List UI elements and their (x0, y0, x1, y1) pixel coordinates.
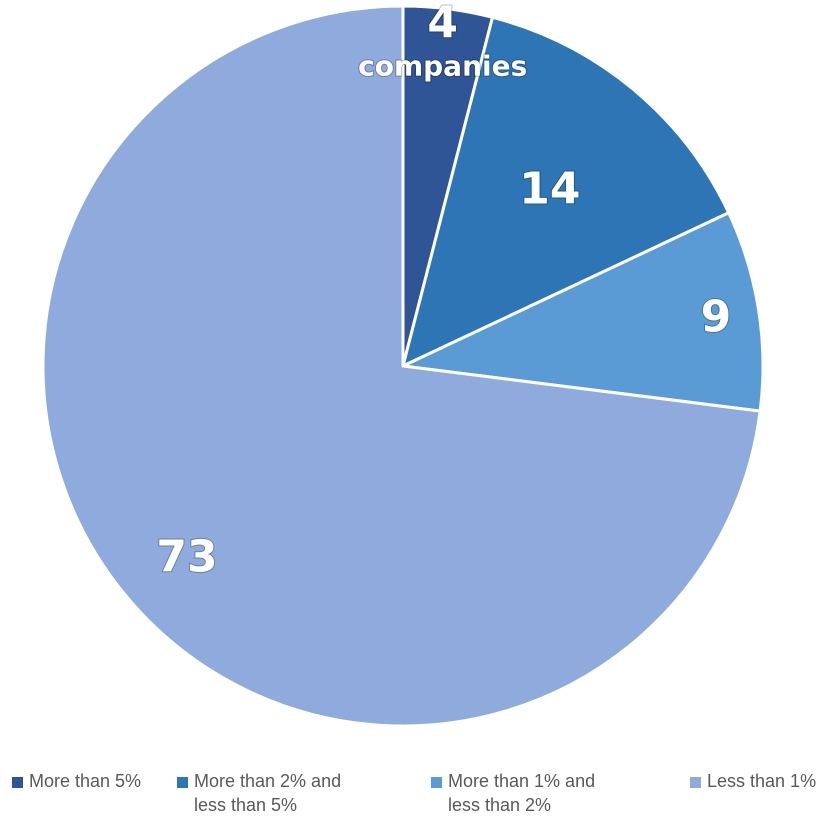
legend-label-more-than-5: More than 5% (29, 769, 141, 793)
legend-swatch-1-to-2 (431, 777, 442, 788)
legend-label-less-than-1: Less than 1% (707, 769, 816, 793)
legend-item-less-than-1: Less than 1% (690, 769, 816, 793)
legend-label-line2: less than 2% (448, 795, 551, 815)
legend-label-line1: More than 5% (29, 771, 141, 791)
legend-item-more-than-5: More than 5% (12, 769, 141, 793)
legend-label-2-to-5: More than 2% and less than 5% (194, 769, 341, 817)
legend-swatch-more-than-5 (12, 777, 23, 788)
data-sublabel-1: companies (358, 50, 527, 83)
legend-label-line1: More than 2% and (194, 771, 341, 791)
legend-label-line1: More than 1% and (448, 771, 595, 791)
legend-item-2-to-5: More than 2% and less than 5% (177, 769, 341, 817)
pie-slices (43, 6, 763, 726)
legend-label-line2: less than 5% (194, 795, 297, 815)
legend-swatch-2-to-5 (177, 777, 188, 788)
legend-item-1-to-2: More than 1% and less than 2% (431, 769, 595, 817)
data-label-4: 73 (156, 531, 217, 582)
data-label-3: 9 (701, 291, 732, 342)
legend-label-1-to-2: More than 1% and less than 2% (448, 769, 595, 817)
data-label-2: 14 (519, 163, 580, 214)
data-label-1: 4 (427, 0, 458, 49)
legend-label-line1: Less than 1% (707, 771, 816, 791)
legend-swatch-less-than-1 (690, 777, 701, 788)
